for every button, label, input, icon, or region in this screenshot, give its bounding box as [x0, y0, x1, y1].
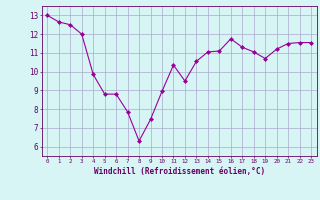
X-axis label: Windchill (Refroidissement éolien,°C): Windchill (Refroidissement éolien,°C) — [94, 167, 265, 176]
